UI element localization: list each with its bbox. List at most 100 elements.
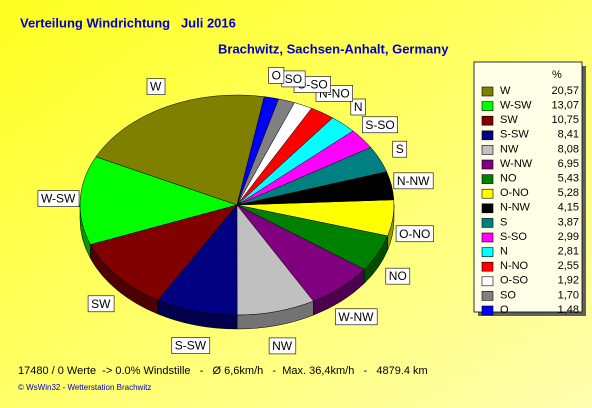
legend-value: 4,15 [558,202,579,214]
legend-swatch [481,86,494,97]
pie-slice [95,94,265,206]
slice-label-box [350,98,366,116]
legend-value: 5,43 [558,173,579,185]
copyright: © WsWin32 - Wetterstation Brachwitz [18,383,151,392]
slice-label-box [146,78,166,95]
slice-label-text: N-NW [397,174,430,188]
legend-value: 1,92 [558,275,579,287]
legend-value: 3,87 [558,216,579,228]
slice-label: NO [385,267,411,285]
slice-label-box [37,190,80,207]
legend-value: 1,70 [558,289,579,301]
legend-label: W-NW [500,158,533,170]
pie-slice [90,204,238,301]
legend-value: 1,48 [558,304,579,316]
slice-label: SO [281,70,306,88]
legend-label: NO [500,173,517,185]
slice-label-text: SO [285,72,302,86]
legend-title: % [552,69,562,81]
legend-swatch [481,188,494,199]
slice-label-box [385,267,411,285]
legend-value: 6,95 [558,158,579,170]
slice-label-text: W-NW [338,310,374,324]
legend-value: 10,75 [551,114,579,126]
legend-swatch [481,159,494,170]
legend-label: W-SW [500,100,532,112]
legend-swatch [481,276,494,287]
slice-label: N-NW [393,172,434,190]
legend-swatch [481,218,494,228]
legend-label: SO [500,289,516,301]
legend-value: 8,41 [558,129,579,141]
slice-label: W-NW [335,308,378,326]
legend-label: S-SW [500,129,529,141]
legend-label: N-NO [500,260,529,272]
slice-label-text: SW [91,297,111,311]
legend-label: N-NW [500,202,531,214]
legend-label: SW [500,114,518,126]
slice-label: NW [268,337,297,355]
slice-label-box [335,308,378,326]
slice-label-text: W-SW [41,192,76,206]
legend-value: 2,99 [558,231,579,243]
legend-swatch [481,174,494,184]
slice-label: S [392,140,408,158]
slice-label-text: NW [272,339,293,353]
slice-label-box [268,337,297,355]
legend-label: O [500,304,509,316]
slice-label-box [87,295,115,313]
slice-label-text: NO [389,269,407,283]
legend-value: 2,55 [558,260,579,272]
legend-swatch [481,305,494,316]
legend-label: N [500,246,508,258]
slice-label-text: S [396,142,404,156]
pie-sides [79,204,395,330]
slice-label: O-NO [395,225,434,243]
slice-label-box [392,140,408,158]
slice-label-text: S-SW [175,339,207,353]
chart-title: Verteilung Windrichtung Juli 2016 [20,15,236,30]
footer: 17480 / 0 Werte -> 0.0% Windstille - Ø 6… [18,365,428,377]
slice-label-text: W [150,80,162,94]
slice-label-box [268,67,285,84]
slice-label-text: O [272,68,281,82]
legend-swatch [481,261,494,272]
pie-slice [236,96,279,206]
legend-value: 8,08 [558,143,579,155]
slice-label: S-SO [362,116,398,134]
legend-swatch [481,232,494,243]
slice-label: S-SW [171,337,211,354]
legend-label: S [500,216,507,228]
slice-label-text: N [354,100,363,114]
legend-swatch [481,203,494,214]
slice-label: N [350,98,366,116]
legend-value: 5,28 [558,187,579,199]
slice-label: W [146,78,166,95]
slice-label-box [395,225,434,243]
legend-label: W [500,85,511,97]
slice-label-text: O-NO [399,227,430,241]
slice-label: O [268,67,285,84]
legend-label: S-SO [500,231,527,243]
legend-label: NW [500,143,519,155]
legend-label: O-SO [500,275,529,287]
legend-swatch [481,291,494,301]
legend-label: O-NO [500,187,529,199]
legend-swatch [481,247,494,257]
legend-value: 20,57 [551,85,579,97]
legend-value: 13,07 [551,100,579,112]
slice-label-box [171,337,211,354]
legend-value: 2,81 [558,246,579,258]
slice-label-box [362,116,398,134]
legend-swatch [481,130,494,141]
pie-slice [79,156,238,245]
legend-swatch [481,145,494,155]
slice-label-box [393,172,434,190]
legend-swatch [481,101,494,111]
slice-label: W-SW [37,190,80,207]
slice-label-text: S-SO [365,118,394,132]
legend-swatch [481,115,494,126]
chart-subtitle: Brachwitz, Sachsen-Anhalt, Germany [218,41,449,56]
